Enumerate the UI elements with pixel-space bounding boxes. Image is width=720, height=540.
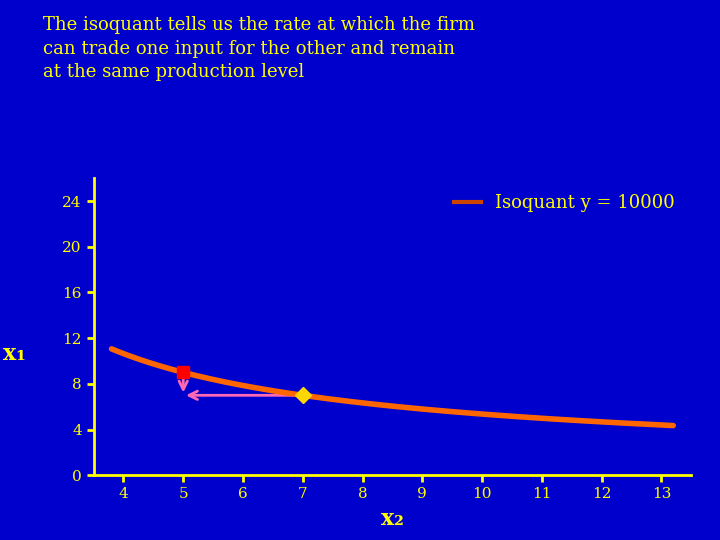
Text: The isoquant tells us the rate at which the firm
can trade one input for the oth: The isoquant tells us the rate at which … bbox=[43, 16, 475, 82]
Text: x₁: x₁ bbox=[3, 343, 26, 364]
Legend: Isoquant y = 10000: Isoquant y = 10000 bbox=[446, 187, 682, 220]
X-axis label: x₂: x₂ bbox=[381, 508, 404, 530]
